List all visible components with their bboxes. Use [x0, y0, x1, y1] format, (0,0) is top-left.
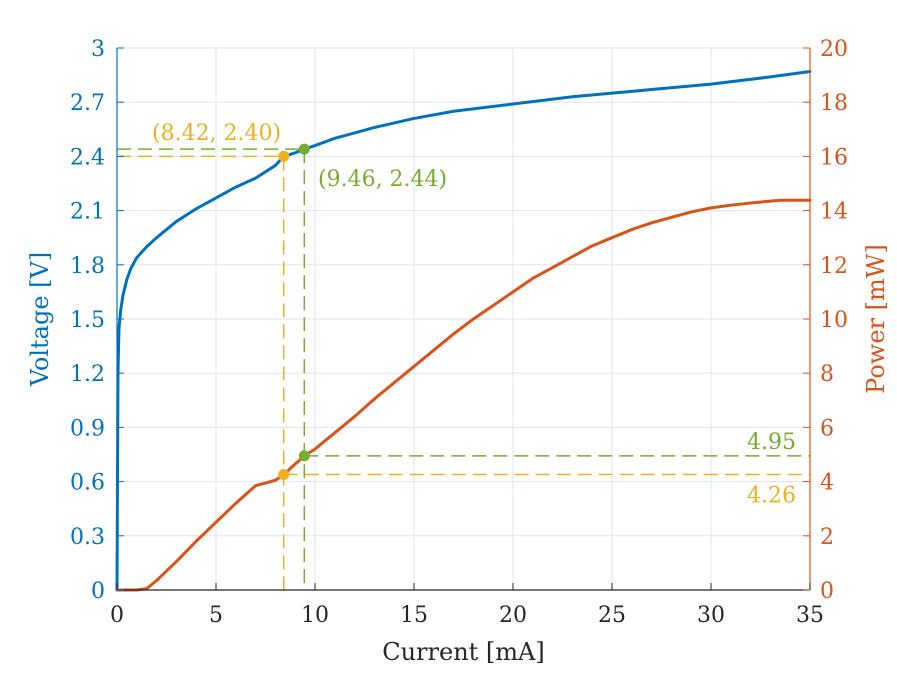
right-y-axis-label: Power [mW]	[862, 244, 890, 394]
right-tick-label: 10	[820, 308, 848, 333]
left-tick-label: 0.9	[70, 416, 105, 441]
right-tick-label: 8	[820, 362, 834, 387]
right-tick-label: 0	[820, 579, 834, 604]
right-tick-label: 4	[820, 471, 834, 496]
marker-voltage-0	[278, 150, 290, 162]
left-tick-label: 2.4	[70, 145, 105, 170]
left-tick-label: 2.1	[70, 200, 105, 225]
grid	[116, 47, 811, 591]
marker-power-1	[298, 450, 310, 462]
annotation-labels: (8.42, 2.40) (9.46, 2.44) 4.95 4.26	[152, 121, 796, 509]
series-lines	[115, 69, 812, 592]
axis-labels: Current [mA] Voltage [V] Power [mW]	[26, 244, 890, 666]
x-tick-label: 30	[697, 603, 725, 628]
left-tick-label: 2.7	[70, 91, 105, 116]
right-tick-label: 6	[820, 416, 834, 441]
series-line-left	[115, 69, 812, 592]
annotation-point-label-0: (8.42, 2.40)	[152, 121, 281, 146]
annotation-point-label-1: (9.46, 2.44)	[318, 167, 447, 192]
right-tick-label: 16	[820, 145, 848, 170]
axes	[116, 47, 811, 591]
x-tick-label: 10	[301, 603, 329, 628]
series-line-right	[115, 198, 812, 592]
x-tick-label: 5	[209, 603, 223, 628]
x-tick-label: 0	[110, 603, 124, 628]
right-tick-label: 2	[820, 525, 834, 550]
annotation-power-label-1: 4.95	[747, 430, 796, 455]
tick-labels: 0 5 10 15 20 25 30 3500.30.60.91.21.51.82.12.42…	[70, 37, 848, 628]
annotation-power-label-0: 4.26	[747, 484, 796, 509]
right-tick-label: 14	[820, 200, 848, 225]
right-tick-label: 12	[820, 254, 848, 279]
left-y-axis-label: Voltage [V]	[26, 252, 54, 387]
x-tick-label: 25	[598, 603, 626, 628]
right-tick-label: 18	[820, 91, 848, 116]
left-tick-label: 0.6	[70, 471, 105, 496]
left-tick-label: 0.3	[70, 525, 105, 550]
marker-power-0	[278, 469, 290, 481]
annotation-markers	[278, 143, 310, 481]
marker-voltage-1	[298, 143, 310, 155]
left-tick-label: 1.8	[70, 254, 105, 279]
right-tick-label: 20	[820, 37, 848, 62]
x-axis-label: Current [mA]	[382, 638, 545, 666]
left-tick-label: 1.2	[70, 362, 105, 387]
x-tick-label: 35	[796, 603, 824, 628]
x-tick-label: 20	[499, 603, 527, 628]
left-tick-label: 3	[91, 37, 105, 62]
annotation-guides	[117, 148, 810, 590]
left-tick-label: 1.5	[70, 308, 105, 333]
left-tick-label: 0	[91, 579, 105, 604]
x-tick-label: 15	[400, 603, 428, 628]
